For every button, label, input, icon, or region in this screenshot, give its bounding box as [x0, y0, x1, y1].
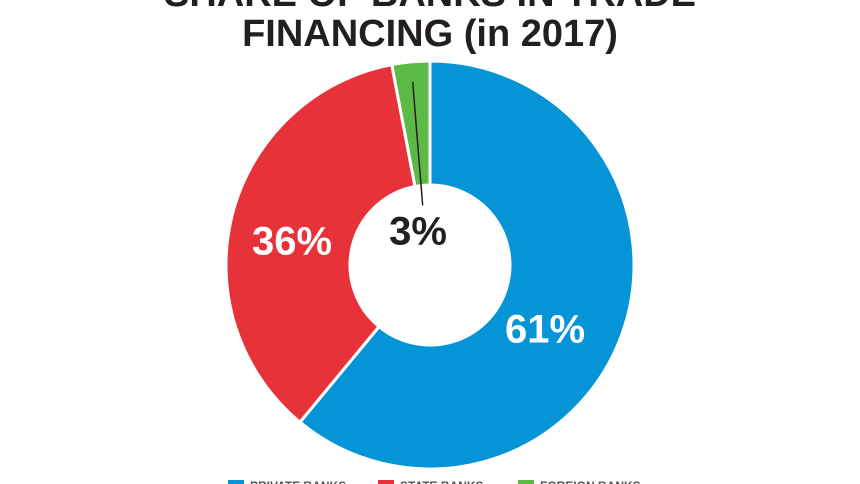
legend-swatch — [518, 480, 534, 484]
donut-slice — [224, 62, 417, 425]
slice-label: 61% — [505, 308, 585, 352]
legend-label: FOREIGN BANKS — [540, 479, 641, 484]
leader-line — [411, 81, 424, 206]
slice-label: 36% — [252, 220, 332, 264]
donut-slice — [390, 59, 432, 189]
slice-label: 3% — [389, 210, 447, 254]
legend-label: STATE BANKS — [400, 479, 484, 484]
chart-title: FINANCING (in 2017) — [242, 13, 618, 55]
donut-slice — [297, 59, 636, 471]
legend-swatch — [378, 480, 394, 484]
legend-swatch — [228, 480, 244, 484]
chart-title: SHARE OF BANKS IN TRADE — [164, 0, 696, 15]
legend-label: PRIVATE BANKS — [250, 479, 346, 484]
donut: 61% 36% 3% — [224, 59, 636, 471]
legend: PRIVATE BANKS STATE BANKS FOREIGN BANKS — [228, 479, 641, 484]
